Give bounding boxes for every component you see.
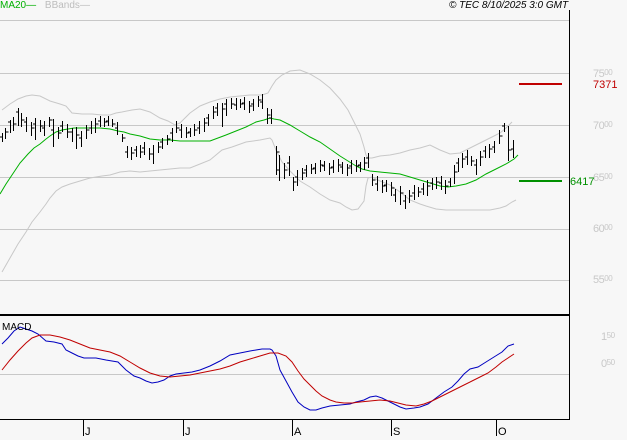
x-label-jun: J [85,426,91,438]
macd-tick-150: 150 [601,331,615,343]
legend-bbands: BBands— [44,0,90,11]
ma20-line [0,117,519,195]
price-tick-6500: 6500 [593,172,613,184]
macd-signal-line [1,334,515,407]
price-tick-6000: 6000 [593,223,613,235]
x-label-aug: A [294,426,302,438]
macd-tick-050: 050 [601,358,615,370]
bband-lower-line [1,137,517,273]
x-label-sep: S [393,426,401,438]
x-label-jul: J [185,426,191,438]
price-tick-7000: 7000 [593,120,613,132]
ohlc-bars [0,94,514,209]
resistance-label: 7371 [593,79,618,91]
price-tick-7500: 7500 [593,68,613,80]
support-label: 6417 [570,176,595,188]
macd-line [1,326,515,411]
macd-panel-title: MACD [2,322,32,333]
legend-ma20: MA20— [0,0,37,11]
bband-upper-line [1,69,513,159]
chart-legend: MA20— BBands— [0,0,90,12]
copyright-timestamp: © TEC 8/10/2025 3:0 GMT [449,0,569,11]
price-tick-5500: 5500 [593,274,613,286]
x-axis-ticks [83,420,497,436]
x-label-oct: O [498,426,507,438]
